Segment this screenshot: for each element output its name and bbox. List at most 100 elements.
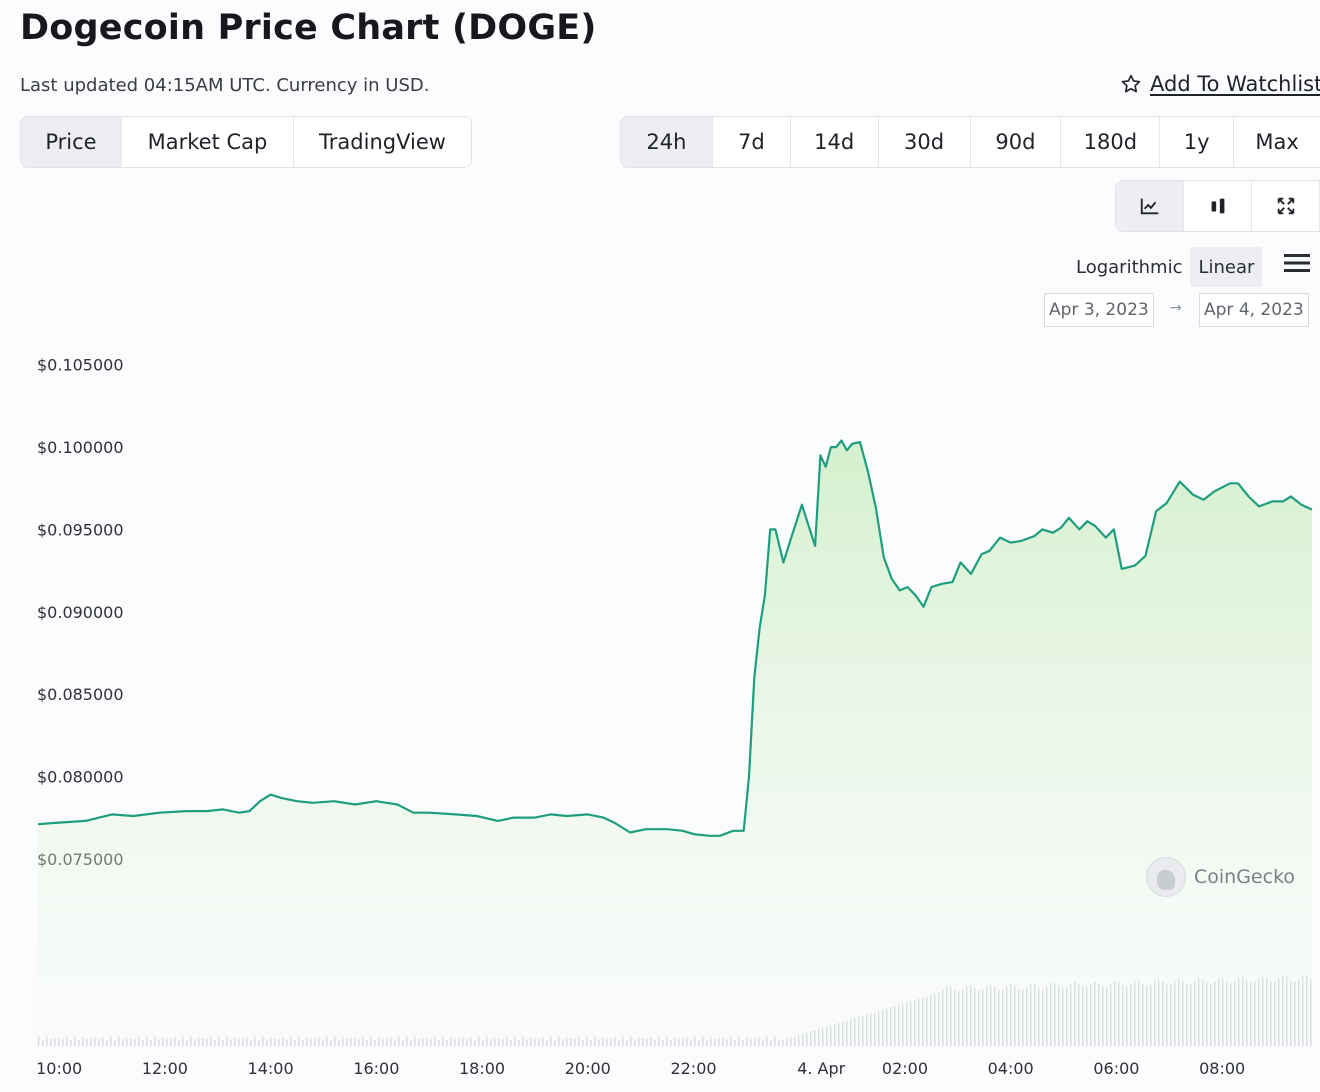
volume-bar (66, 1036, 68, 1046)
volume-bar (342, 1036, 344, 1046)
range-tab-14d[interactable]: 14d (791, 117, 879, 167)
volume-bar (586, 1036, 588, 1046)
line-chart-button[interactable] (1116, 181, 1184, 231)
volume-bar (310, 1038, 312, 1046)
volume-bar (378, 1036, 380, 1046)
volume-bar (446, 1039, 448, 1046)
volume-bar (74, 1036, 76, 1046)
volume-bar (430, 1039, 432, 1046)
volume-bar (622, 1036, 624, 1046)
volume-bar (454, 1038, 456, 1046)
coingecko-watermark: CoinGecko (1146, 857, 1295, 897)
tab-tradingview[interactable]: TradingView (319, 130, 446, 154)
volume-bar (46, 1036, 48, 1046)
volume-bar (670, 1039, 672, 1046)
volume-bar (390, 1037, 392, 1046)
price-area (38, 440, 1312, 1040)
volume-bar (146, 1036, 148, 1046)
tab-market-cap[interactable]: Market Cap (122, 117, 294, 167)
volume-bar (78, 1039, 80, 1046)
x-tick-label: 08:00 (1199, 1059, 1245, 1078)
range-tab-1y[interactable]: 1y (1160, 117, 1235, 167)
volume-bar (518, 1039, 520, 1046)
volume-bar (718, 1038, 720, 1046)
volume-bar (266, 1039, 268, 1046)
volume-bar (374, 1039, 376, 1046)
range-tab-7d[interactable]: 7d (713, 117, 791, 167)
x-tick-label: 14:00 (248, 1059, 294, 1078)
volume-bar (126, 1037, 128, 1046)
range-tab-max[interactable]: Max (1255, 130, 1299, 154)
volume-bar (578, 1036, 580, 1046)
volume-bar (190, 1036, 192, 1046)
x-tick-label: 16:00 (353, 1059, 399, 1078)
linear-scale-button[interactable]: Linear (1190, 247, 1263, 287)
fullscreen-button[interactable] (1252, 181, 1320, 231)
volume-bar (38, 1036, 40, 1046)
range-tab-30d[interactable]: 30d (879, 117, 971, 167)
volume-bar (370, 1036, 372, 1046)
volume-bar (406, 1036, 408, 1046)
range-tab-24h[interactable]: 24h (621, 117, 713, 167)
volume-bar (654, 1039, 656, 1046)
range-tab-180d[interactable]: 180d (1061, 117, 1161, 167)
tab-price[interactable]: Price (21, 117, 122, 167)
volume-bar (782, 1039, 784, 1046)
volume-bar (166, 1037, 168, 1046)
volume-bar (778, 1039, 780, 1046)
volume-bar (694, 1036, 696, 1046)
volume-bar (186, 1039, 188, 1046)
volume-bar (314, 1038, 316, 1046)
hamburger-menu-icon[interactable] (1283, 251, 1311, 275)
scale-toggle: Logarithmic Linear (1068, 247, 1263, 287)
volume-bar (258, 1039, 260, 1046)
volume-bar (530, 1037, 532, 1046)
x-tick-label: 06:00 (1093, 1059, 1139, 1078)
volume-bar (422, 1037, 424, 1046)
date-from-input[interactable]: Apr 3, 2023 (1044, 293, 1154, 327)
price-chart[interactable]: $0.105000 $0.100000 $0.095000 $0.090000 $0.0… (0, 340, 1320, 1092)
volume-bar (510, 1039, 512, 1046)
range-tab-90d[interactable]: 90d (971, 117, 1062, 167)
y-tick-label: $0.085000 (37, 685, 124, 704)
volume-bar (106, 1039, 108, 1046)
volume-bar (322, 1039, 324, 1046)
volume-bar (62, 1039, 64, 1046)
volume-bar (722, 1037, 724, 1046)
volume-bar (182, 1036, 184, 1046)
volume-bar (458, 1037, 460, 1046)
volume-bar (554, 1039, 556, 1046)
volume-bar (394, 1039, 396, 1046)
date-range-arrow: → (1170, 300, 1182, 316)
volume-bar (382, 1038, 384, 1046)
volume-bar (630, 1036, 632, 1046)
candlestick-icon (1211, 198, 1224, 214)
volume-bar (646, 1038, 648, 1046)
candlestick-button[interactable] (1184, 181, 1252, 231)
y-tick-label: $0.100000 (37, 438, 124, 457)
volume-bar (134, 1038, 136, 1046)
volume-bar (542, 1036, 544, 1046)
volume-bar (470, 1036, 472, 1046)
volume-bar (234, 1037, 236, 1046)
x-tick-label: 04:00 (988, 1059, 1034, 1078)
volume-bar (386, 1037, 388, 1046)
volume-bar (222, 1039, 224, 1046)
volume-bar (214, 1039, 216, 1046)
add-to-watchlist-link[interactable]: Add To Watchlist (1120, 72, 1320, 96)
volume-bar (102, 1036, 104, 1046)
volume-bar (174, 1036, 176, 1046)
volume-bar (282, 1037, 284, 1046)
volume-bar (398, 1036, 400, 1046)
volume-bar (250, 1039, 252, 1046)
logarithmic-scale-button[interactable]: Logarithmic (1076, 256, 1183, 278)
volume-bar (566, 1037, 568, 1046)
volume-bar (426, 1037, 428, 1046)
volume-bar (746, 1036, 748, 1046)
volume-bar (666, 1036, 668, 1046)
x-tick-label: 20:00 (565, 1059, 611, 1078)
volume-bar (582, 1039, 584, 1046)
volume-bar (254, 1036, 256, 1046)
y-axis: $0.105000 $0.100000 $0.095000 $0.090000 $0.0… (37, 356, 124, 869)
date-to-input[interactable]: Apr 4, 2023 (1199, 293, 1309, 327)
